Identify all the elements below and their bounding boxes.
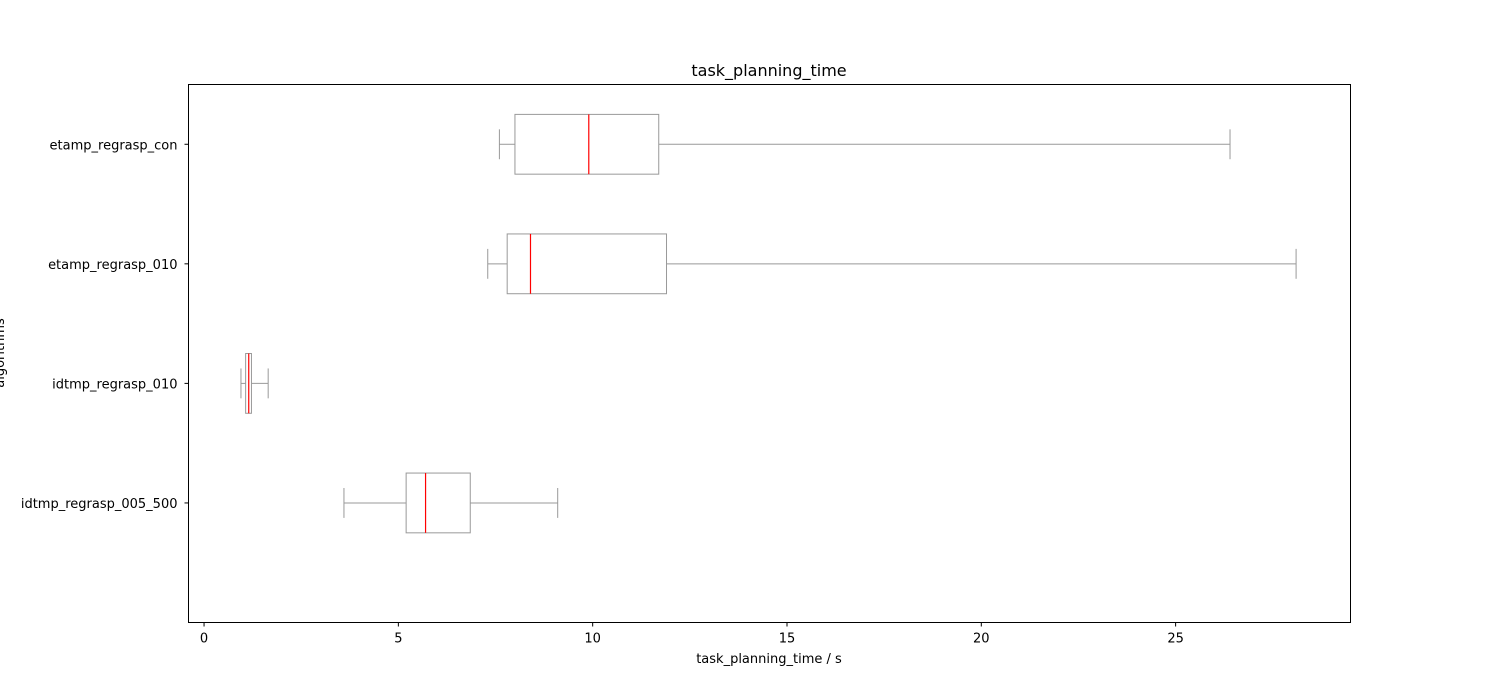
box-iqr (514, 113, 660, 175)
y-axis-label: algorithms (0, 318, 8, 388)
plot-area: 0 5 10 15 20 25 etamp_regrasp_con etamp_regrasp… (21, 113, 1297, 647)
chart-title: task_planning_time (691, 61, 846, 81)
y-tick-label: etamp_regrasp_010 (48, 258, 177, 273)
y-tick-label: idtmp_regrasp_010 (52, 377, 177, 392)
x-tick-label: 5 (394, 632, 402, 647)
x-tick-label: 10 (584, 632, 601, 647)
x-tick-label: 0 (200, 632, 208, 647)
x-tick-label: 15 (779, 632, 796, 647)
x-tick-label: 25 (1167, 632, 1184, 647)
y-tick-label: etamp_regrasp_con (50, 138, 178, 153)
axes-frame (188, 84, 1351, 623)
box-iqr (405, 472, 471, 534)
x-axis-label: task_planning_time / s (696, 652, 842, 667)
y-tick-label: idtmp_regrasp_005_500 (21, 497, 178, 512)
box-iqr (506, 233, 668, 295)
x-tick-label: 20 (973, 632, 990, 647)
